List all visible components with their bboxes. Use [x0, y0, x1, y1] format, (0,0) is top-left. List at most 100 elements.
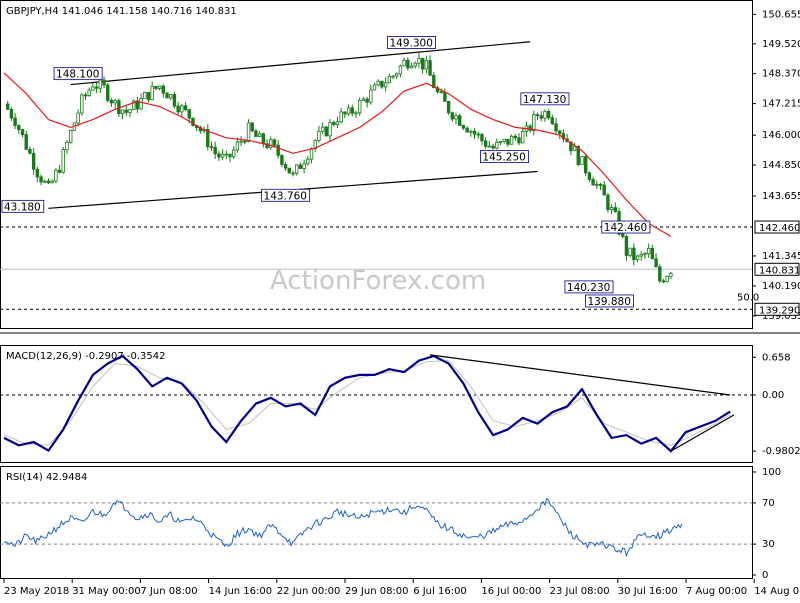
candle [417, 52, 421, 69]
macd-y-tick-label: -0.9802 [762, 446, 800, 457]
candle-body [376, 80, 380, 86]
candle-body [306, 158, 310, 165]
candle-body [483, 140, 488, 147]
candle [291, 170, 295, 177]
candle-body [165, 92, 169, 99]
candle [146, 91, 151, 103]
candle-body [606, 194, 610, 211]
candle [380, 80, 384, 89]
annotation-box [601, 220, 651, 234]
candle [458, 113, 462, 126]
candle [369, 84, 373, 105]
macd-y-tick-label: 0.658 [762, 352, 791, 363]
candle-body [521, 131, 525, 144]
candle-body [576, 145, 580, 165]
candle-body [94, 86, 99, 89]
price-annotation: 140.230 [564, 280, 614, 294]
candle-body [357, 100, 362, 114]
candle [476, 131, 480, 139]
price-annotation: 43.180 [1, 199, 45, 213]
candle [61, 146, 65, 174]
candle [513, 133, 517, 141]
candle [83, 92, 88, 101]
candle [209, 141, 214, 152]
candle-body [294, 164, 299, 174]
price-plot: 150.655 149.520 148.370 147.215 146.000 144.8… [0, 9, 800, 322]
candle [183, 102, 188, 112]
candle [395, 72, 399, 79]
candle [87, 87, 91, 97]
level-label-box [754, 220, 800, 234]
candle-body [509, 135, 514, 145]
candle [328, 119, 332, 142]
candle [320, 122, 325, 134]
rsi-y-tick-label: 30 [762, 539, 775, 550]
candle-body [350, 107, 354, 114]
candle [94, 82, 99, 94]
candle [224, 150, 228, 160]
candle-body [50, 180, 54, 184]
candle-body [446, 101, 451, 114]
price-y-tick-label: 140.190 [762, 281, 800, 292]
candle-body [380, 80, 384, 88]
candle [339, 107, 343, 124]
candle [76, 109, 80, 127]
candle-body [328, 122, 332, 137]
x-tick-label: 14 Aug 08:00 [754, 586, 800, 597]
candle [213, 141, 217, 159]
x-tick-label: 7 Aug 00:00 [686, 586, 747, 597]
candle [480, 132, 484, 146]
candle-body [309, 148, 314, 160]
candle-body [554, 123, 558, 132]
candle-body [372, 84, 377, 91]
candle [220, 149, 225, 161]
candle-body [361, 98, 366, 101]
candle [269, 136, 273, 150]
candle [65, 140, 69, 154]
candle [502, 138, 506, 144]
annotation-label: 143.760 [264, 190, 307, 202]
candle [191, 117, 195, 127]
candle-body [206, 128, 210, 148]
candle [595, 180, 599, 190]
price-annotation: 139.880 [585, 294, 634, 308]
candle [598, 182, 603, 191]
annotation-label: 148.100 [56, 69, 99, 81]
x-tick-label: 7 Jun 08:00 [140, 586, 197, 597]
candle [509, 134, 514, 145]
x-tick-label: 16 Jul 00:00 [481, 586, 541, 597]
candle-body [235, 141, 240, 151]
candle-body [283, 164, 288, 169]
candle [446, 100, 451, 115]
candle [487, 141, 492, 148]
price-y-tick-label: 149.520 [762, 39, 800, 50]
candle [254, 129, 258, 137]
candle-body [613, 207, 618, 212]
candle [602, 180, 606, 196]
annotation-box [261, 188, 311, 202]
candle-body [139, 97, 143, 110]
candle-body [65, 141, 69, 150]
candle-body [580, 156, 584, 165]
x-tick-label: 30 Jul 16:00 [618, 586, 678, 597]
level-label-box [754, 262, 800, 276]
candle-body [369, 89, 373, 103]
annotation-label: 145.250 [482, 152, 525, 164]
candle [161, 84, 166, 98]
candle [287, 167, 291, 174]
candle-body [332, 122, 336, 125]
candle [483, 137, 488, 149]
candle-body [106, 84, 110, 101]
candle-body [150, 85, 154, 101]
candle-body [187, 109, 191, 119]
candle [172, 91, 177, 109]
candle-body [624, 236, 629, 256]
candle-body [435, 87, 440, 93]
price-annotation: 147.130 [520, 92, 570, 106]
candle-body [239, 140, 243, 143]
candle-body [543, 110, 547, 119]
candle [409, 62, 414, 69]
candle-body [424, 60, 429, 70]
price-panel-frame [0, 0, 753, 329]
rsi-y-tick-label: 100 [762, 467, 781, 478]
